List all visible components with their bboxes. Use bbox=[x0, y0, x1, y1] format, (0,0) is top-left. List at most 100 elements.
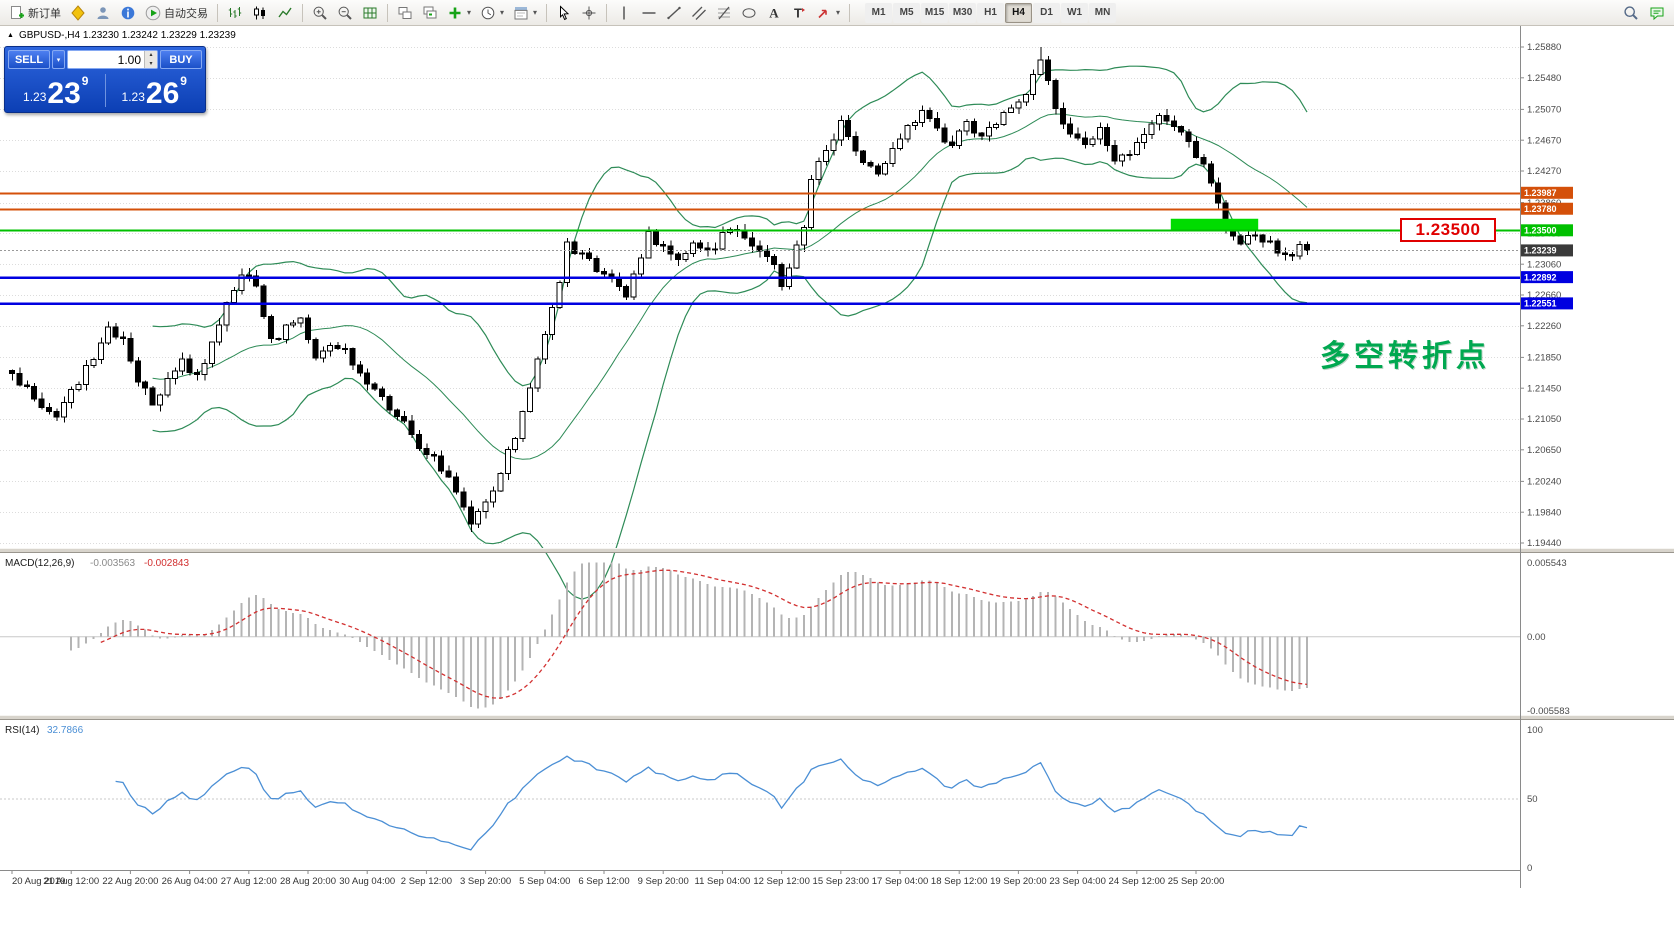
price-marker-labels: 1.23987 1.23780 1.23500 1.22892 1.22551 1.232… bbox=[1521, 186, 1573, 310]
svg-text:11 Sep 04:00: 11 Sep 04:00 bbox=[694, 876, 750, 887]
autotrading-button[interactable]: 自动交易 bbox=[141, 2, 212, 24]
bollinger-upper-band bbox=[152, 65, 1308, 387]
cascade-windows-button[interactable] bbox=[418, 2, 442, 24]
svg-text:1.24670: 1.24670 bbox=[1527, 135, 1561, 146]
zoom-in-icon bbox=[312, 5, 328, 21]
svg-text:17 Sep 04:00: 17 Sep 04:00 bbox=[872, 876, 929, 887]
label-button[interactable]: T bbox=[787, 2, 811, 24]
macd-signal-line bbox=[100, 569, 1308, 699]
channel-button[interactable] bbox=[687, 2, 711, 24]
volume-increase-button[interactable]: ▴ bbox=[144, 51, 157, 60]
person-icon bbox=[95, 5, 111, 21]
svg-text:0: 0 bbox=[1527, 863, 1532, 874]
chevron-down-icon: ▾ bbox=[533, 8, 538, 17]
svg-text:0.00: 0.00 bbox=[1527, 632, 1546, 643]
shapes-button[interactable] bbox=[737, 2, 761, 24]
zoom-in-button[interactable] bbox=[308, 2, 332, 24]
timeframe-mn[interactable]: MN bbox=[1089, 2, 1117, 23]
indicators-button[interactable]: ▾ bbox=[443, 2, 475, 24]
market-watch-button[interactable] bbox=[66, 2, 90, 24]
line-chart-button[interactable] bbox=[273, 2, 297, 24]
svg-text:1.22892: 1.22892 bbox=[1524, 272, 1557, 282]
clock-icon bbox=[480, 5, 496, 21]
hline-icon bbox=[641, 5, 657, 21]
play-icon bbox=[145, 5, 161, 21]
svg-text:1.21050: 1.21050 bbox=[1527, 414, 1561, 425]
buy-button[interactable]: BUY bbox=[160, 50, 202, 69]
text-button[interactable]: A bbox=[762, 2, 786, 24]
svg-text:18 Sep 12:00: 18 Sep 12:00 bbox=[931, 876, 988, 887]
sell-price-display[interactable]: 1.23 23 9 bbox=[8, 72, 104, 109]
timeframe-h4[interactable]: H4 bbox=[1005, 2, 1033, 23]
trendline-button[interactable] bbox=[662, 2, 686, 24]
price-level-callout[interactable]: 1.23500 bbox=[1400, 218, 1496, 242]
templates-button[interactable]: ▾ bbox=[509, 2, 541, 24]
svg-text:21 Aug 12:00: 21 Aug 12:00 bbox=[43, 876, 99, 887]
svg-text:1.24270: 1.24270 bbox=[1527, 166, 1561, 177]
chart-workspace: 1.258801.254801.250701.246701.242701.238… bbox=[0, 26, 1674, 951]
chat-button[interactable] bbox=[1645, 2, 1669, 24]
tile-windows-button[interactable] bbox=[393, 2, 417, 24]
timeframe-m15[interactable]: M15 bbox=[921, 2, 949, 23]
volume-input[interactable] bbox=[68, 51, 144, 68]
zoom-out-button[interactable] bbox=[333, 2, 357, 24]
chat-icon bbox=[1649, 5, 1665, 21]
page-plus-icon bbox=[9, 5, 25, 21]
vertical-line-button[interactable] bbox=[612, 2, 636, 24]
svg-text:1.22551: 1.22551 bbox=[1524, 299, 1557, 309]
buy-price-big: 26 bbox=[145, 77, 180, 110]
timeframe-m1[interactable]: M1 bbox=[865, 2, 893, 23]
data-window-button[interactable] bbox=[91, 2, 115, 24]
timeframe-h1[interactable]: H1 bbox=[977, 2, 1005, 23]
candlestick-chart-button[interactable] bbox=[248, 2, 272, 24]
crosshair-button[interactable] bbox=[577, 2, 601, 24]
grid-button[interactable] bbox=[358, 2, 382, 24]
navigator-button[interactable] bbox=[116, 2, 140, 24]
template-icon bbox=[513, 5, 529, 21]
highlight-rectangle[interactable] bbox=[1170, 218, 1259, 231]
arrow-icon bbox=[816, 5, 832, 21]
horizontal-line-button[interactable] bbox=[637, 2, 661, 24]
svg-text:1.22260: 1.22260 bbox=[1527, 321, 1561, 332]
arrows-button[interactable]: ▾ bbox=[812, 2, 844, 24]
cascade-icon bbox=[422, 5, 438, 21]
svg-text:27 Aug 12:00: 27 Aug 12:00 bbox=[221, 876, 277, 887]
svg-text:22 Aug 20:00: 22 Aug 20:00 bbox=[102, 876, 158, 887]
magnifier-icon bbox=[1623, 5, 1639, 21]
buy-price-display[interactable]: 1.23 26 9 bbox=[107, 72, 203, 109]
svg-text:1.23060: 1.23060 bbox=[1527, 259, 1561, 270]
text-icon: A bbox=[766, 5, 782, 21]
cursor-button[interactable] bbox=[552, 2, 576, 24]
shapes-icon bbox=[741, 5, 757, 21]
new-order-button[interactable]: 新订单 bbox=[5, 2, 65, 24]
panel-splitter[interactable] bbox=[0, 548, 1674, 553]
bars-icon bbox=[227, 5, 243, 21]
grid-lines bbox=[0, 47, 1520, 544]
sell-price-prefix: 1.23 bbox=[23, 90, 47, 104]
chart-ohlc-header: ▲ GBPUSD-,H4 1.23230 1.23242 1.23229 1.2… bbox=[7, 30, 236, 41]
periods-button[interactable]: ▾ bbox=[476, 2, 508, 24]
toolbar: 新订单 自动交易 ▾ ▾ ▾ A T ▾ M1 M5 M15 M30 H1 H4 D1 W1 MN bbox=[0, 0, 1674, 26]
macd-axis-labels: 0.005543 0.00 -0.005583 bbox=[1527, 558, 1570, 717]
bar-chart-button[interactable] bbox=[223, 2, 247, 24]
svg-text:9 Sep 20:00: 9 Sep 20:00 bbox=[638, 876, 689, 887]
timeframe-m30[interactable]: M30 bbox=[949, 2, 977, 23]
grid-icon bbox=[362, 5, 378, 21]
volume-decrease-button[interactable]: ▾ bbox=[144, 59, 157, 68]
fibonacci-button[interactable] bbox=[712, 2, 736, 24]
timeframe-w1[interactable]: W1 bbox=[1061, 2, 1089, 23]
panel-splitter[interactable] bbox=[0, 715, 1674, 720]
svg-text:24 Sep 12:00: 24 Sep 12:00 bbox=[1109, 876, 1166, 887]
svg-text:100: 100 bbox=[1527, 725, 1543, 736]
chart-canvas[interactable]: 1.258801.254801.250701.246701.242701.238… bbox=[0, 26, 1674, 951]
one-click-menu-button[interactable]: ▾ bbox=[52, 50, 65, 69]
trendline-icon bbox=[666, 5, 682, 21]
search-button[interactable] bbox=[1619, 2, 1643, 24]
toolbar-separator bbox=[302, 3, 303, 22]
svg-text:5 Sep 04:00: 5 Sep 04:00 bbox=[519, 876, 570, 887]
timeframe-m5[interactable]: M5 bbox=[893, 2, 921, 23]
sell-button[interactable]: SELL bbox=[8, 50, 50, 69]
timeframe-d1[interactable]: D1 bbox=[1033, 2, 1061, 23]
